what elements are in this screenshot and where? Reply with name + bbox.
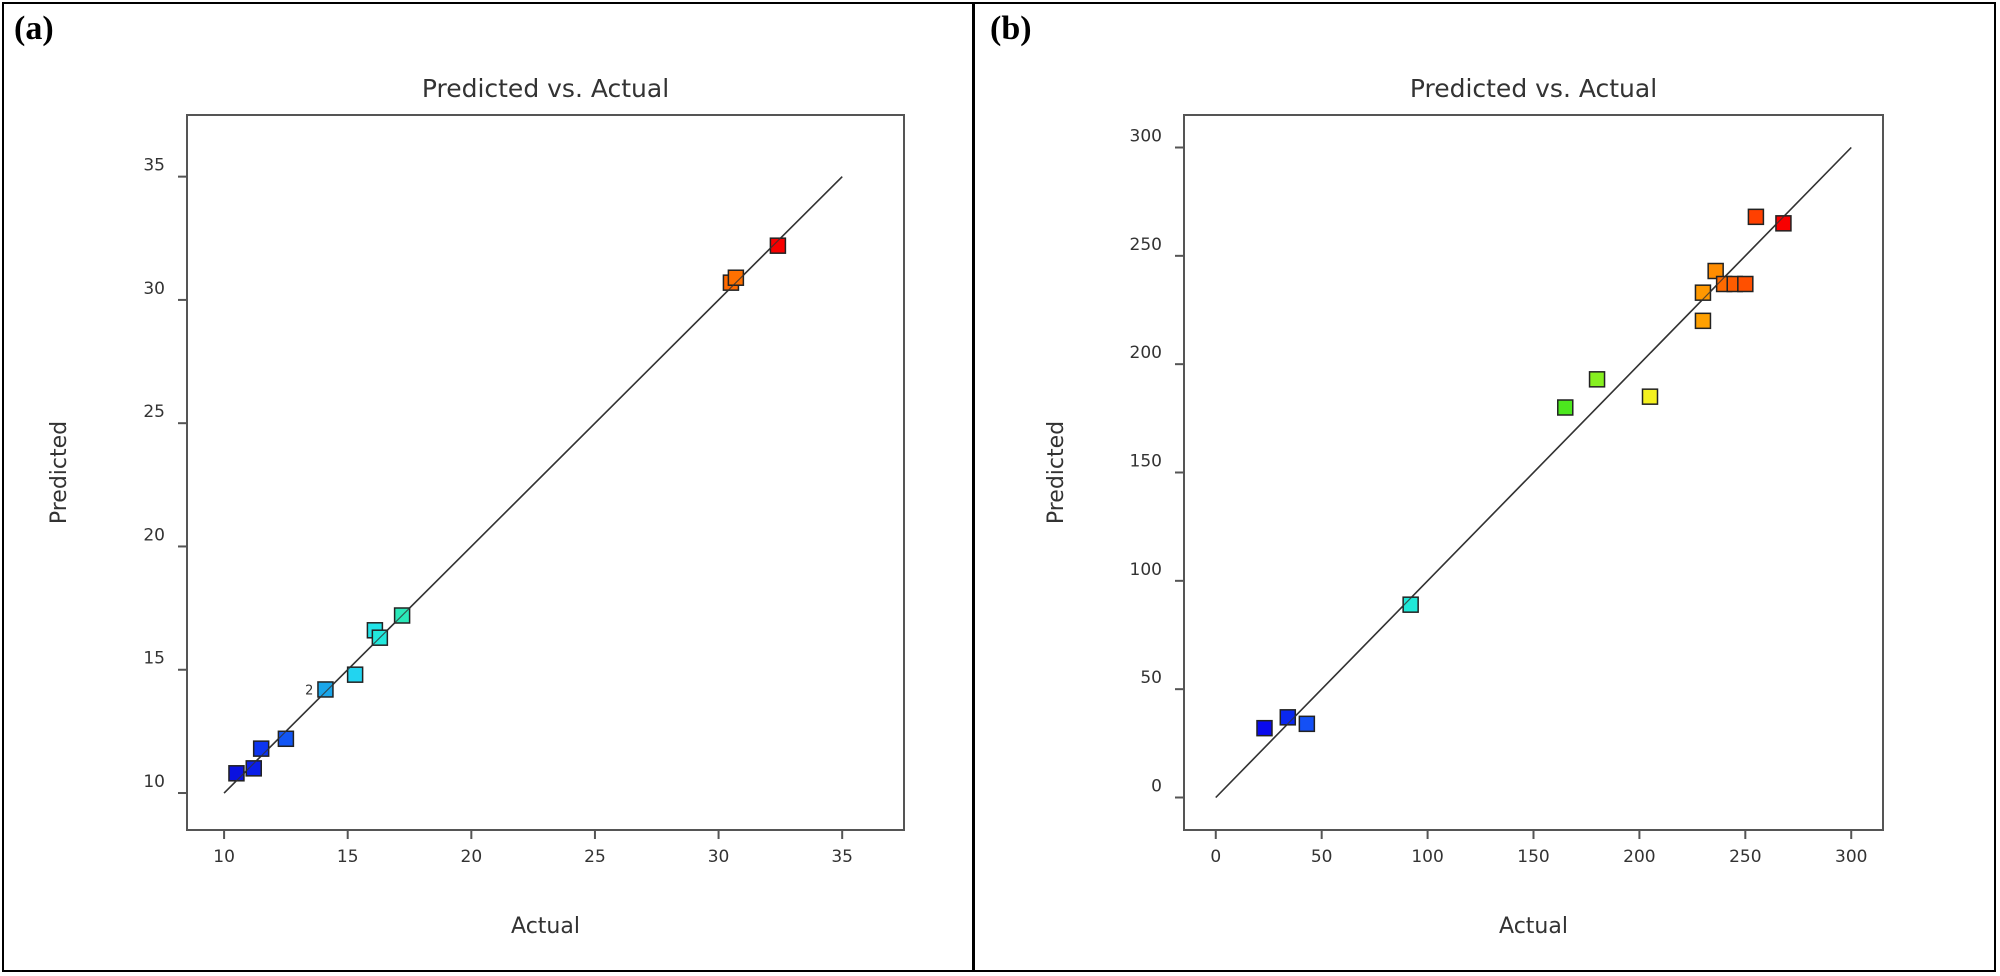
- chart-b-y-tick-label: 200: [1130, 343, 1162, 363]
- chart-a-y-tick-label: 35: [143, 156, 165, 176]
- chart-a-data-point: [228, 765, 245, 782]
- chart-b-y-tick-label: 300: [1130, 127, 1162, 147]
- chart-b-y-tick-label: 100: [1130, 560, 1162, 580]
- chart-a-x-tick-label: 25: [584, 847, 606, 867]
- chart-b-title: Predicted vs. Actual: [1410, 74, 1657, 103]
- chart-a-data-point: [346, 666, 364, 683]
- chart-b-data-point: [1694, 284, 1712, 301]
- chart-a-data-point: [317, 681, 334, 698]
- chart-a-title: Predicted vs. Actual: [422, 74, 669, 103]
- chart-b-x-tick-label: 0: [1210, 847, 1221, 867]
- chart-b-data-point: [1557, 399, 1574, 416]
- chart-b-y-axis-label: Predicted: [1044, 421, 1069, 524]
- chart-b-x-tick-label: 200: [1623, 847, 1655, 867]
- chart-a-y-tick-label: 25: [143, 402, 165, 422]
- chart-b-data-point: [1747, 208, 1765, 226]
- chart-a-x-tick-label: 30: [708, 847, 730, 867]
- chart-b-y-tick-label: 250: [1130, 235, 1162, 255]
- chart-b-data-point: [1707, 262, 1724, 280]
- chart-a-y-axis-label: Predicted: [47, 421, 72, 524]
- chart-a-data-point: [245, 760, 263, 777]
- chart-a-x-tick-label: 20: [461, 847, 483, 867]
- panel-divider: [972, 2, 975, 972]
- chart-a-y-tick-label: 30: [143, 279, 165, 299]
- chart-a-reference-line-overlay: [223, 176, 843, 794]
- chart-a-data-point: [769, 237, 787, 254]
- chart-b-data-point: [1641, 388, 1659, 405]
- chart-b-x-tick-label: 250: [1729, 847, 1761, 867]
- chart-a-x-tick-label: 10: [213, 847, 235, 867]
- chart-b-data-point: [1298, 715, 1316, 733]
- chart-a-plot-frame: [186, 114, 905, 831]
- chart-b-data-point: [1256, 719, 1273, 737]
- chart-a-y-tick-label: 10: [143, 772, 165, 792]
- chart-b-data-point: [1402, 596, 1419, 613]
- panel-label-b: (b): [990, 10, 1032, 47]
- chart-b-y-tick-label: 0: [1151, 777, 1162, 797]
- chart-a-data-point: [727, 269, 745, 286]
- chart-b-data-point: [1694, 312, 1712, 330]
- chart-b-data-point: [1588, 371, 1606, 388]
- chart-a-y-tick-label: 20: [143, 525, 165, 545]
- chart-b-y-tick-label: 50: [1140, 668, 1162, 688]
- chart-a-data-point: [252, 740, 270, 757]
- chart-a-y-tick-label: 15: [143, 649, 165, 669]
- chart-b-reference-line-overlay: [1215, 147, 1852, 798]
- chart-b-data-point: [1737, 275, 1754, 293]
- chart-b-x-tick-label: 300: [1835, 847, 1867, 867]
- chart-a-x-tick-label: 15: [337, 847, 359, 867]
- chart-b-data-point: [1279, 709, 1297, 726]
- chart-a-x-tick-label: 35: [831, 847, 853, 867]
- chart-b-x-tick-label: 150: [1517, 847, 1549, 867]
- chart-b-x-tick-label: 100: [1411, 847, 1443, 867]
- chart-b-data-point: [1775, 215, 1792, 232]
- chart-a-x-axis-label: Actual: [511, 914, 580, 939]
- chart-b-x-tick-label: 50: [1311, 847, 1333, 867]
- chart-b-x-axis-label: Actual: [1499, 914, 1568, 939]
- chart-a-data-point: [277, 730, 295, 748]
- chart-a-point-count-label: 2: [305, 683, 313, 698]
- chart-b-y-tick-label: 150: [1130, 452, 1162, 472]
- panel-label-a: (a): [14, 10, 54, 47]
